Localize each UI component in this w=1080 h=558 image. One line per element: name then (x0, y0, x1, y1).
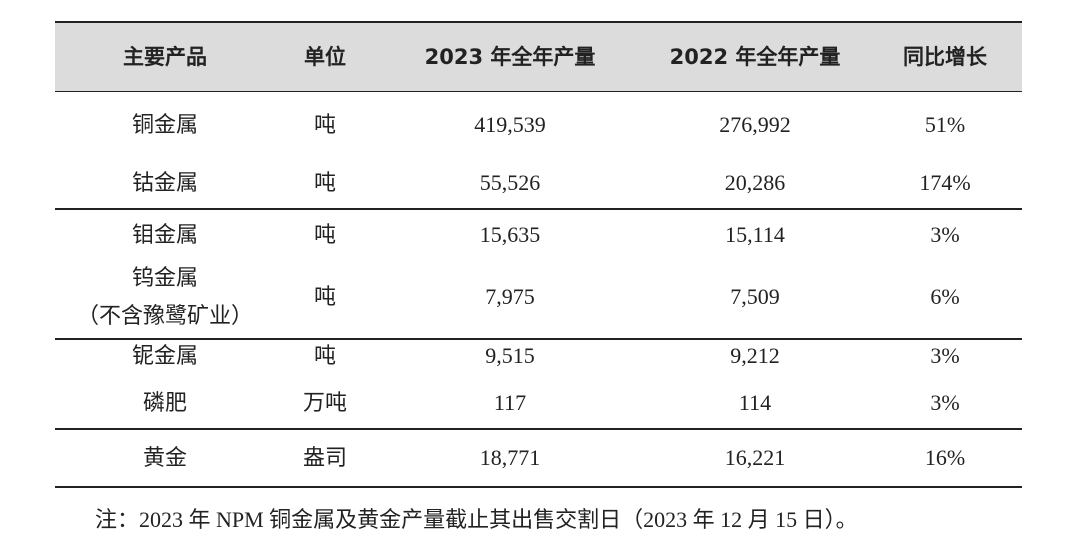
table-cell: 55,526 (479, 170, 541, 195)
top-rule (55, 21, 1022, 23)
table-cell: 万吨 (302, 390, 348, 415)
table-cell: 3% (930, 222, 960, 247)
table-cell: 铌金属 (131, 343, 199, 368)
header-cell: 2022 年全年产量 (669, 45, 841, 69)
table-cell: 3% (930, 390, 960, 415)
table-cell: 吨 (313, 112, 337, 137)
table-cell: 盎司 (302, 445, 348, 470)
table-cell: 磷肥 (142, 390, 188, 415)
header-cell: 单位 (304, 45, 346, 69)
table-cell: 9,515 (485, 343, 535, 368)
table-cell: 7,975 (485, 284, 535, 309)
group-rule (55, 208, 1022, 210)
table-cell: 15,114 (725, 222, 785, 247)
table-cell: 吨 (313, 284, 337, 309)
table-cell: 铜金属 (131, 112, 199, 137)
table-cell: 吨 (313, 170, 337, 195)
group-rule (55, 338, 1022, 340)
header-cell: 同比增长 (903, 45, 987, 69)
bottom-rule (55, 486, 1022, 488)
table-cell: 117 (493, 390, 527, 415)
table-cell: 6% (930, 284, 960, 309)
table-cell: 20,286 (724, 170, 786, 195)
table-cell: 9,212 (730, 343, 780, 368)
table-cell: 15,635 (479, 222, 541, 247)
table-cell: 3% (930, 343, 960, 368)
table-cell: （不含豫鹭矿业） (76, 303, 254, 328)
table-cell: 16,221 (724, 445, 786, 470)
table-cell: 7,509 (730, 284, 780, 309)
note: 注：2023 年 NPM 铜金属及黄金产量截止其出售交割日（2023 年 12 … (95, 507, 858, 532)
table-cell: 174% (919, 170, 971, 195)
table-cell: 16% (924, 445, 966, 470)
header-rule (55, 91, 1022, 92)
table-cell: 钼金属 (131, 222, 199, 247)
group-rule (55, 428, 1022, 430)
table-cell: 黄金 (142, 445, 188, 470)
header-background (55, 22, 1022, 92)
table-cell: 18,771 (479, 445, 541, 470)
table-cell: 276,992 (719, 112, 791, 137)
table-cell: 114 (738, 390, 772, 415)
table-cell: 吨 (313, 343, 337, 368)
table-cell: 钨金属 (131, 265, 199, 290)
table-cell: 419,539 (474, 112, 546, 137)
header-cell: 主要产品 (123, 45, 207, 69)
header-cell: 2023 年全年产量 (424, 45, 596, 69)
table-cell: 吨 (313, 222, 337, 247)
table-cell: 钴金属 (131, 170, 199, 195)
table-cell: 51% (924, 112, 966, 137)
